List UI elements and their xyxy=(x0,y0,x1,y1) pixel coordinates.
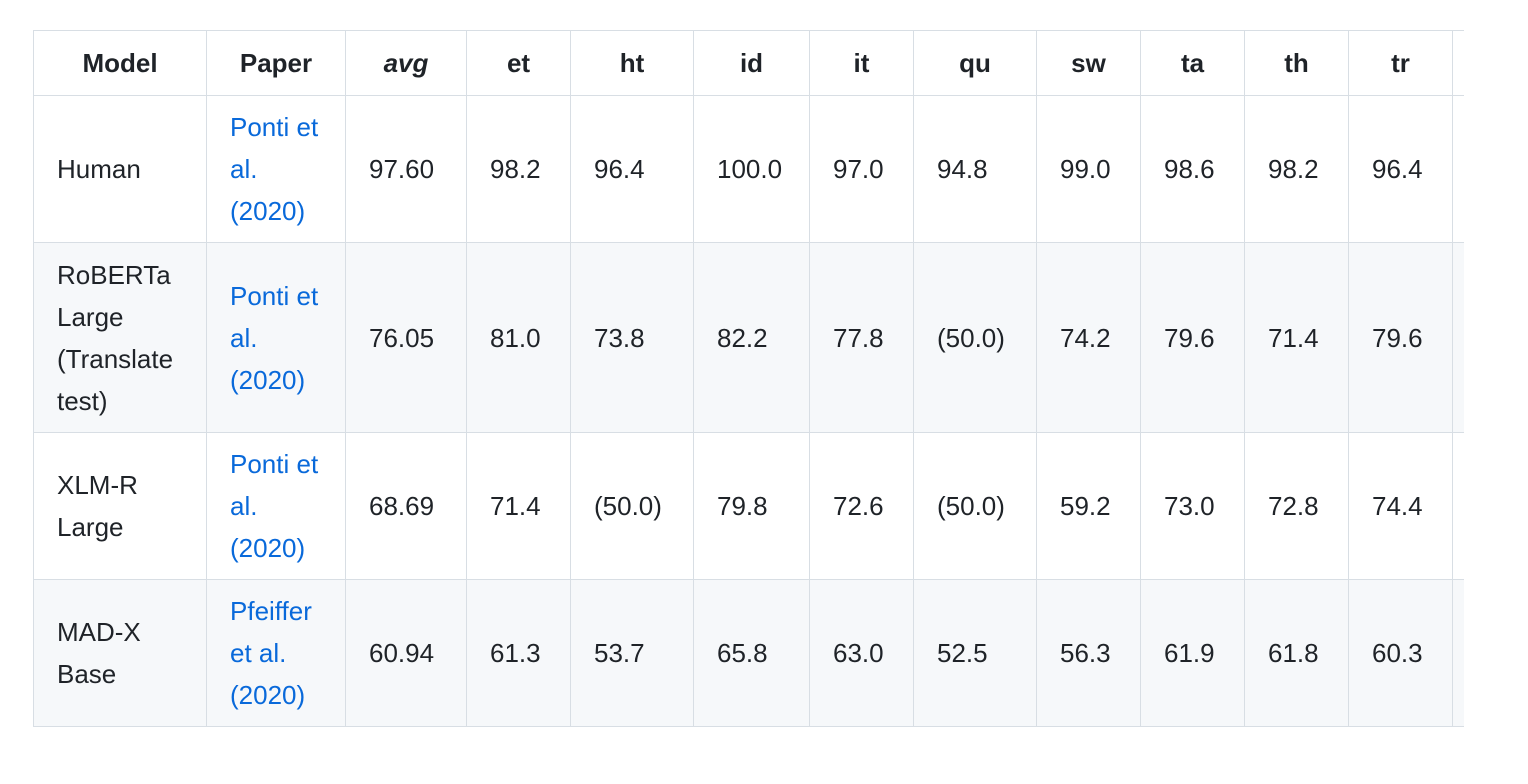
cell-th: 61.8 xyxy=(1244,579,1349,727)
header-ht: ht xyxy=(570,30,694,96)
cell-id: 82.2 xyxy=(693,242,810,433)
cell-ht: 96.4 xyxy=(570,95,694,243)
cell-qu: (50.0) xyxy=(913,432,1037,580)
paper-link[interactable]: Ponti et al. (2020) xyxy=(230,112,319,226)
header-avg: avg xyxy=(345,30,467,96)
header-ta: ta xyxy=(1140,30,1245,96)
header-qu: qu xyxy=(913,30,1037,96)
table-row: Human Ponti et al. (2020) 97.60 98.2 96.… xyxy=(33,95,1464,243)
cell-avg: 97.60 xyxy=(345,95,467,243)
cell-id: 79.8 xyxy=(693,432,810,580)
header-et: et xyxy=(466,30,571,96)
cell-et: 71.4 xyxy=(466,432,571,580)
header-overflow xyxy=(1452,30,1464,96)
header-model: Model xyxy=(33,30,207,96)
cell-avg: 68.69 xyxy=(345,432,467,580)
cell-model: XLM-R Large xyxy=(33,432,207,580)
table-row: MAD-X Base Pfeiffer et al. (2020) 60.94 … xyxy=(33,579,1464,727)
cell-model: Human xyxy=(33,95,207,243)
paper-link[interactable]: Ponti et al. (2020) xyxy=(230,280,319,395)
cell-it: 72.6 xyxy=(809,432,914,580)
header-id: id xyxy=(693,30,810,96)
paper-link[interactable]: Pfeiffer et al. (2020) xyxy=(230,596,312,710)
cell-et: 98.2 xyxy=(466,95,571,243)
cell-sw: 99.0 xyxy=(1036,95,1141,243)
header-it: it xyxy=(809,30,914,96)
cell-th: 71.4 xyxy=(1244,242,1349,433)
cell-it: 77.8 xyxy=(809,242,914,433)
cell-ht: (50.0) xyxy=(570,432,694,580)
cell-ta: 79.6 xyxy=(1140,242,1245,433)
cell-overflow xyxy=(1452,242,1464,433)
cell-ht: 53.7 xyxy=(570,579,694,727)
cell-et: 61.3 xyxy=(466,579,571,727)
cell-ta: 73.0 xyxy=(1140,432,1245,580)
results-table-container: Model Paper avg et ht id it qu sw ta th … xyxy=(33,30,1464,730)
header-tr: tr xyxy=(1348,30,1453,96)
cell-paper: Ponti et al. (2020) xyxy=(206,242,346,433)
cell-id: 65.8 xyxy=(693,579,810,727)
cell-ta: 61.9 xyxy=(1140,579,1245,727)
cell-th: 72.8 xyxy=(1244,432,1349,580)
cell-sw: 74.2 xyxy=(1036,242,1141,433)
cell-model: MAD-X Base xyxy=(33,579,207,727)
cell-it: 97.0 xyxy=(809,95,914,243)
cell-avg: 60.94 xyxy=(345,579,467,727)
paper-link[interactable]: Ponti et al. (2020) xyxy=(230,449,319,563)
cell-id: 100.0 xyxy=(693,95,810,243)
cell-qu: (50.0) xyxy=(913,242,1037,433)
cell-tr: 74.4 xyxy=(1348,432,1453,580)
cell-paper: Ponti et al. (2020) xyxy=(206,95,346,243)
cell-sw: 56.3 xyxy=(1036,579,1141,727)
header-row: Model Paper avg et ht id it qu sw ta th … xyxy=(33,30,1464,96)
header-th: th xyxy=(1244,30,1349,96)
cell-model: RoBERTa Large (Translate test) xyxy=(33,242,207,433)
cell-qu: 94.8 xyxy=(913,95,1037,243)
cell-qu: 52.5 xyxy=(913,579,1037,727)
cell-paper: Ponti et al. (2020) xyxy=(206,432,346,580)
cell-ht: 73.8 xyxy=(570,242,694,433)
cell-paper: Pfeiffer et al. (2020) xyxy=(206,579,346,727)
table-row: RoBERTa Large (Translate test) Ponti et … xyxy=(33,242,1464,433)
cell-tr: 79.6 xyxy=(1348,242,1453,433)
cell-et: 81.0 xyxy=(466,242,571,433)
cell-avg: 76.05 xyxy=(345,242,467,433)
cell-overflow xyxy=(1452,579,1464,727)
cell-ta: 98.6 xyxy=(1140,95,1245,243)
cell-sw: 59.2 xyxy=(1036,432,1141,580)
cell-tr: 60.3 xyxy=(1348,579,1453,727)
results-table: Model Paper avg et ht id it qu sw ta th … xyxy=(33,30,1464,727)
table-row: XLM-R Large Ponti et al. (2020) 68.69 71… xyxy=(33,432,1464,580)
cell-tr: 96.4 xyxy=(1348,95,1453,243)
cell-overflow xyxy=(1452,95,1464,243)
cell-overflow xyxy=(1452,432,1464,580)
cell-it: 63.0 xyxy=(809,579,914,727)
header-sw: sw xyxy=(1036,30,1141,96)
cell-th: 98.2 xyxy=(1244,95,1349,243)
header-paper: Paper xyxy=(206,30,346,96)
